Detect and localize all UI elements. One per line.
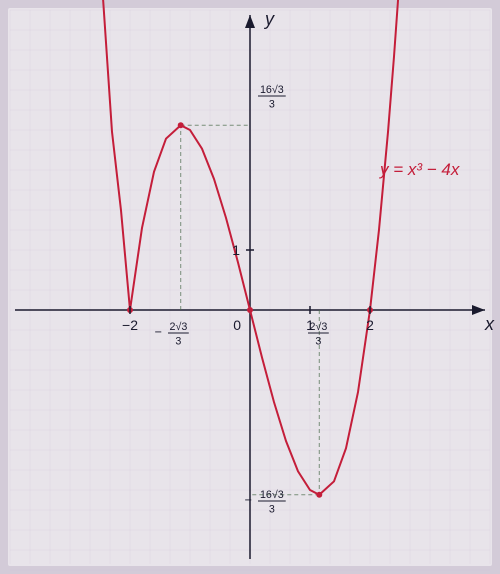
svg-text:2: 2: [366, 317, 374, 333]
svg-text:y: y: [263, 9, 275, 29]
svg-text:3: 3: [269, 504, 275, 516]
svg-text:2√3: 2√3: [310, 321, 328, 333]
svg-text:3: 3: [175, 336, 181, 348]
chart-svg: xy0−2−2√3312√332116√33−16√33y = x³ − 4x: [0, 0, 500, 574]
svg-text:x: x: [484, 314, 495, 334]
svg-text:−: −: [155, 325, 162, 339]
svg-text:0: 0: [233, 317, 241, 333]
svg-text:3: 3: [315, 336, 321, 348]
svg-text:16√3: 16√3: [260, 489, 284, 501]
svg-text:y = x³ − 4x: y = x³ − 4x: [379, 160, 460, 179]
svg-text:3: 3: [269, 99, 275, 111]
svg-text:1: 1: [232, 242, 240, 258]
svg-text:2√3: 2√3: [170, 321, 188, 333]
svg-text:−2: −2: [122, 317, 138, 333]
svg-text:−: −: [245, 493, 252, 507]
cubic-function-chart: xy0−2−2√3312√332116√33−16√33y = x³ − 4x: [0, 0, 500, 574]
svg-text:16√3: 16√3: [260, 84, 284, 96]
